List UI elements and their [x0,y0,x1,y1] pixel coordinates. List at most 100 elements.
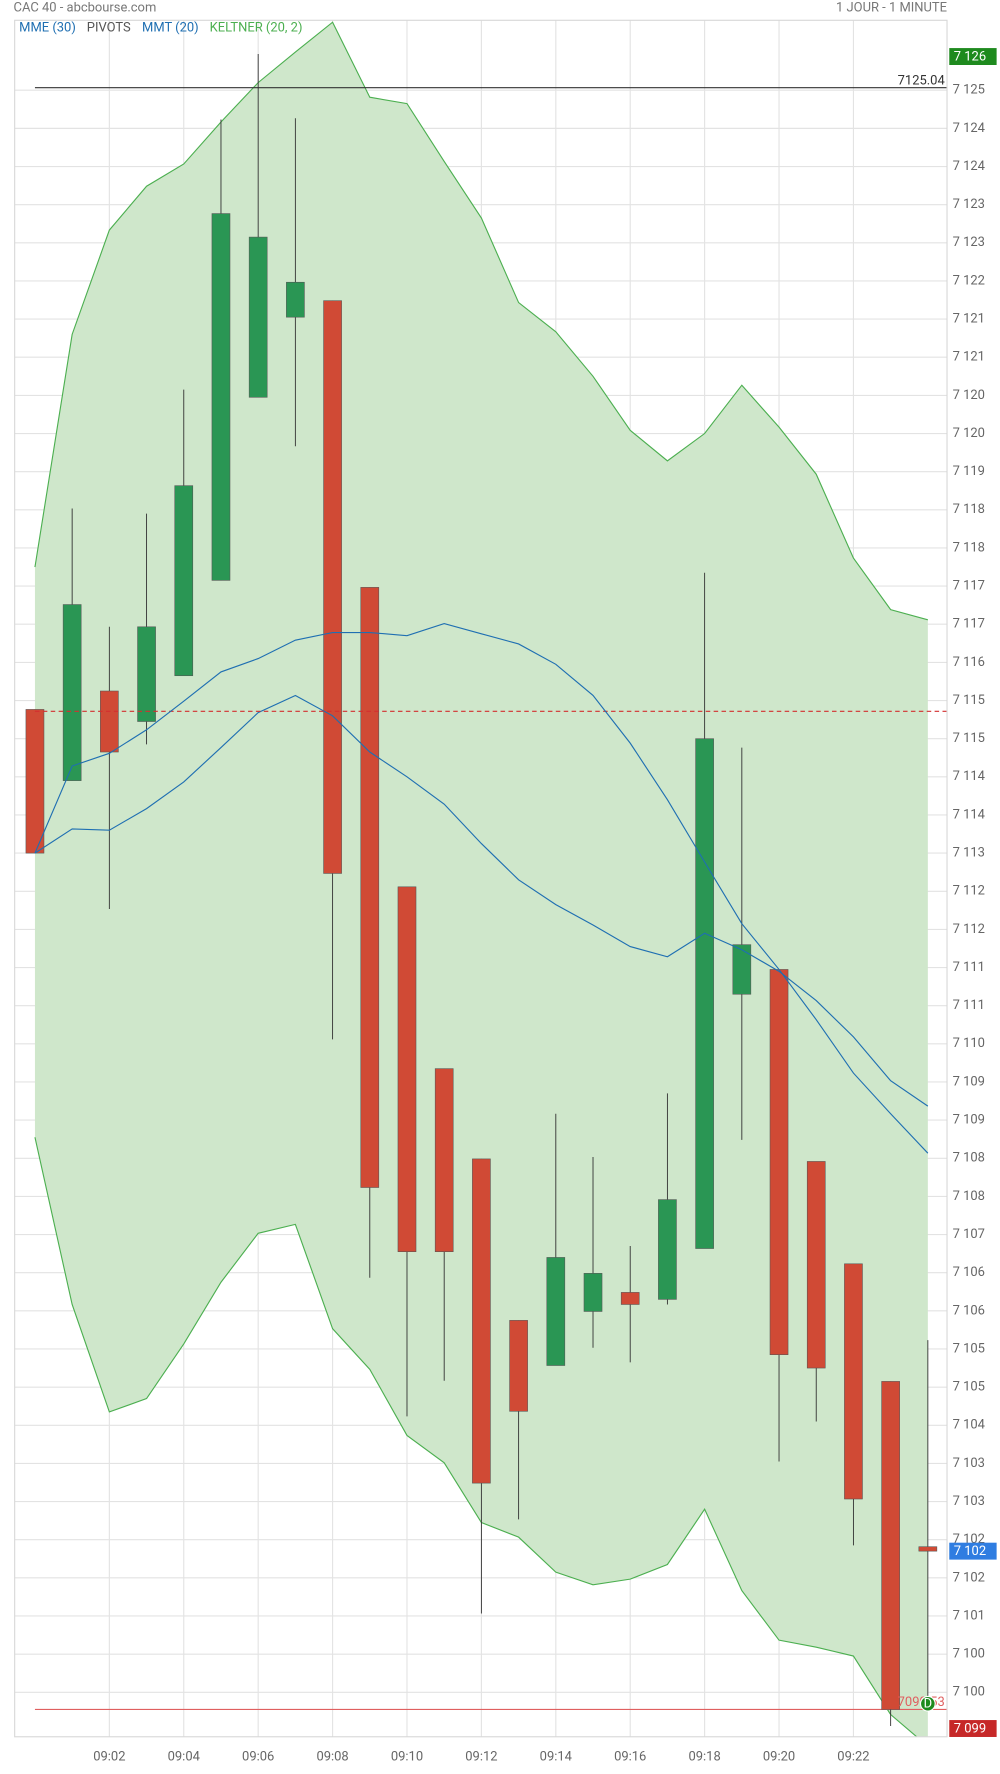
x-tick-label: 09:14 [540,1750,572,1765]
candle-body [248,236,268,398]
x-tick-label: 09:08 [316,1750,348,1765]
x-tick-label: 09:20 [763,1750,795,1765]
price-tag-label: 7 126 [954,50,986,65]
candle-body [918,1546,938,1552]
candle-body [695,738,714,1249]
candle-body [25,709,45,854]
chart-title: CAC 40 - abcbourse.com [14,0,157,15]
y-tick-label: 7 105 [953,1380,985,1395]
y-tick-label: 7 113 [953,846,985,861]
candle-body [806,1161,826,1369]
candle-body [658,1199,677,1300]
y-tick-label: 7 104 [953,1418,985,1433]
y-tick-label: 7 124 [953,121,985,136]
y-tick-label: 7 116 [953,655,985,670]
reference-label: 7125.04 [898,73,945,88]
y-tick-label: 7 102 [953,1570,985,1585]
candle-body [434,1068,454,1252]
y-tick-label: 7 106 [953,1265,985,1280]
y-tick-label: 7 109 [953,1074,985,1089]
candle-body [100,690,119,753]
y-tick-label: 7 105 [953,1341,985,1356]
candle-body [323,300,342,874]
y-tick-label: 7 115 [953,731,985,746]
y-tick-label: 7 123 [953,197,985,212]
price-tag [949,1720,997,1737]
chart-subtitle: 1 JOUR - 1 MINUTE [836,0,947,15]
y-tick-label: 7 108 [953,1189,985,1204]
y-tick-label: 7 109 [953,1113,985,1128]
candle-body [62,604,82,781]
y-tick-label: 7 103 [953,1456,985,1471]
price-tag [949,1542,997,1560]
plot-area [25,21,948,1737]
x-tick-label: 09:06 [242,1750,274,1765]
candle-body [620,1292,640,1305]
candle-body [583,1273,603,1312]
x-tick-label: 09:10 [391,1750,423,1765]
y-tick-label: 7 114 [953,769,985,784]
y-tick-label: 7 121 [953,312,985,327]
y-tick-label: 7 101 [953,1608,985,1623]
y-tick-label: 7 123 [953,235,985,250]
y-tick-label: 7 122 [953,273,985,288]
candle-body [844,1263,863,1500]
y-tick-label: 7 125 [953,83,985,98]
y-tick-label: 7 111 [953,998,985,1013]
y-tick-label: 7 106 [953,1303,985,1318]
band-fill [34,22,928,1737]
y-tick-label: 7 110 [953,1036,985,1051]
y-tick-label: 7 108 [953,1151,985,1166]
moving-average [34,694,929,1107]
y-tick-label: 7 117 [953,579,985,594]
y-tick-label: 7 115 [953,693,985,708]
x-tick-label: 09:02 [93,1750,125,1765]
plot-frame [14,19,948,1738]
price-tag-label: 7 099 [954,1722,986,1737]
candle-body [732,944,752,995]
candle-body [360,587,380,1188]
event-marker [919,1695,936,1712]
candle-body [397,886,417,1252]
candle-body [472,1158,491,1484]
y-tick-label: 7 120 [953,426,985,441]
legend-entry: MME (30) [19,21,76,36]
candle-body [174,485,194,677]
y-tick-label: 7 107 [953,1227,985,1242]
price-tag [949,48,997,65]
legend-entry: MMT (20) [142,21,199,36]
candle-body [881,1381,900,1710]
candle-body [137,626,156,722]
y-tick-label: 7 124 [953,159,985,174]
candle-body [211,213,231,581]
x-tick-label: 09:22 [837,1750,869,1765]
legend-entry: PIVOTS [87,21,131,36]
y-tick-label: 7 112 [953,922,985,937]
overlay: 7 125 7 124 7 124 7 123 7 123 7 122 7 121 7 121… [19,21,997,1765]
x-tick-label: 09:18 [688,1750,720,1765]
y-tick-label: 7 103 [953,1494,985,1509]
y-tick-label: 7 112 [953,884,985,899]
candle-body [546,1257,566,1366]
y-tick-label: 7 118 [953,502,985,517]
y-tick-label: 7 111 [953,960,985,975]
candle-body [286,281,305,318]
y-tick-label: 7 121 [953,350,985,365]
y-tick-label: 7 119 [953,464,985,479]
y-tick-label: 7 114 [953,807,985,822]
legend-entry: KELTNER (20, 2) [210,21,303,36]
y-tick-label: 7 117 [953,617,985,632]
candle-body [769,969,789,1355]
y-tick-label: 7 100 [953,1647,985,1662]
y-tick-label: 7 120 [953,388,985,403]
x-tick-label: 09:04 [168,1750,200,1765]
moving-average [34,623,929,1154]
y-tick-label: 7 118 [953,540,985,555]
band-upper [34,21,928,621]
x-tick-label: 09:12 [465,1750,497,1765]
x-tick-label: 09:16 [614,1750,646,1765]
candle-body [509,1320,528,1412]
candles [25,53,938,1726]
